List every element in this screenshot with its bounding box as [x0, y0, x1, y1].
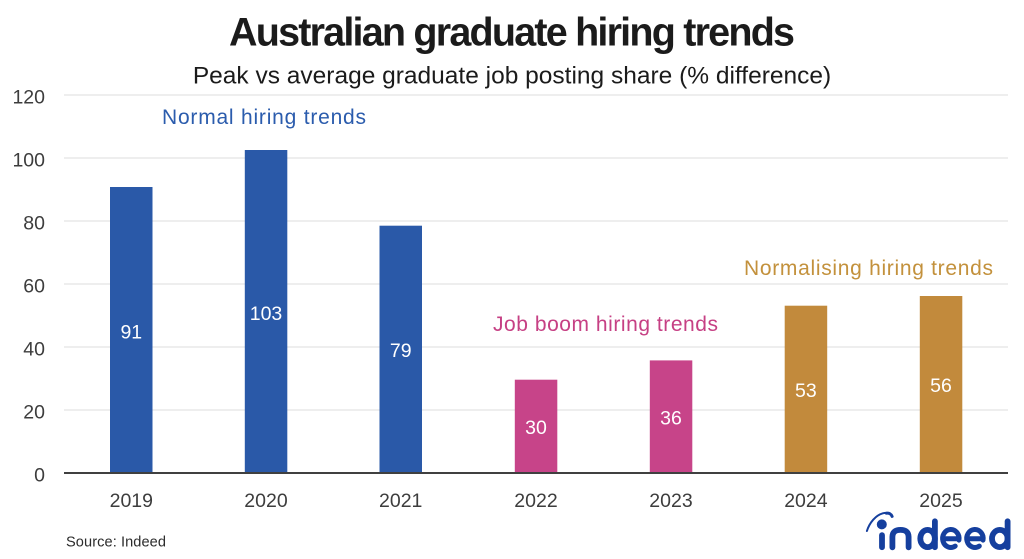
svg-text:2022: 2022 — [514, 490, 557, 512]
svg-text:100: 100 — [12, 150, 45, 172]
svg-text:Normal hiring trends: Normal hiring trends — [162, 106, 366, 129]
svg-text:80: 80 — [23, 213, 45, 235]
svg-text:2019: 2019 — [110, 490, 153, 512]
svg-text:120: 120 — [12, 87, 45, 109]
svg-text:2023: 2023 — [649, 490, 692, 512]
svg-text:Normalising hiring trends: Normalising hiring trends — [744, 257, 993, 280]
svg-text:79: 79 — [390, 340, 412, 362]
svg-text:0: 0 — [34, 465, 45, 487]
svg-text:30: 30 — [525, 417, 547, 439]
svg-text:Peak vs average graduate job p: Peak vs average graduate job posting sha… — [193, 63, 831, 90]
svg-text:2021: 2021 — [379, 490, 422, 512]
svg-text:60: 60 — [23, 276, 45, 298]
svg-text:56: 56 — [930, 375, 952, 397]
svg-text:2020: 2020 — [244, 490, 288, 512]
svg-text:Source: Indeed: Source: Indeed — [66, 535, 166, 551]
svg-text:Australian graduate hiring tre: Australian graduate hiring trends — [229, 11, 795, 55]
svg-text:103: 103 — [250, 303, 283, 325]
svg-text:2025: 2025 — [919, 490, 963, 512]
svg-text:Job boom hiring trends: Job boom hiring trends — [493, 313, 718, 336]
svg-text:91: 91 — [120, 321, 142, 343]
svg-text:36: 36 — [660, 407, 682, 429]
svg-text:2024: 2024 — [784, 490, 828, 512]
svg-text:40: 40 — [23, 339, 45, 361]
svg-text:20: 20 — [23, 402, 45, 424]
svg-text:53: 53 — [795, 380, 817, 402]
